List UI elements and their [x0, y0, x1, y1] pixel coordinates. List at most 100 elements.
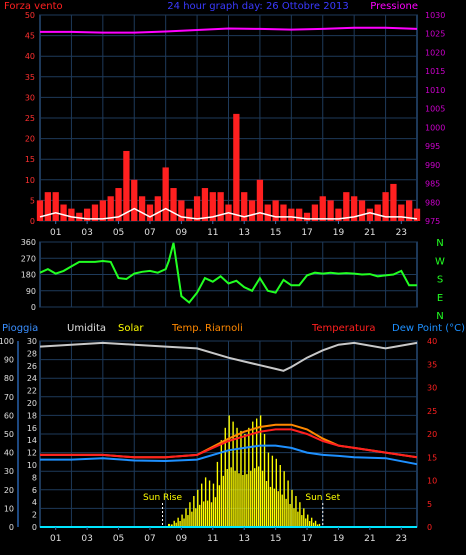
rain-tick-label: 0: [9, 523, 14, 532]
solar-bar: [267, 452, 270, 527]
wind-bar: [170, 188, 177, 221]
x-tick-label: 05: [113, 534, 124, 544]
solar-bar: [170, 524, 173, 527]
solar-bar: [293, 508, 295, 527]
solar-bar: [240, 430, 242, 527]
rain-tick-label: 10: [4, 504, 14, 513]
wind-bar: [76, 212, 83, 221]
wind-bar: [248, 200, 256, 221]
humidity-tick-label: 16: [27, 424, 37, 433]
wind-bar: [201, 188, 209, 221]
x-tick-label: 23: [396, 228, 407, 238]
wind-bar: [303, 212, 311, 221]
graph-title: 24 hour graph day: 26 Ottobre 2013: [167, 1, 348, 12]
solar-bar: [305, 518, 307, 527]
solar-bar: [210, 502, 213, 527]
solar-bar: [295, 496, 297, 527]
x-tick-label: 11: [207, 534, 218, 544]
temperature-tick-label: 15: [427, 453, 437, 462]
solar-legend: Solar: [118, 323, 144, 334]
solar-bar: [195, 508, 197, 527]
solar-bar: [269, 486, 272, 527]
wind-bar: [288, 208, 295, 221]
humidity-tick-label: 8: [32, 473, 37, 482]
wind-bar: [138, 196, 146, 221]
solar-bar: [277, 491, 279, 527]
x-tick-label: 11: [207, 228, 218, 238]
wind-bar: [256, 179, 264, 221]
direction-tick-label: 270: [21, 254, 36, 263]
rain-tick-label: 30: [4, 467, 14, 476]
x-tick-label: 21: [364, 534, 375, 544]
solar-bar: [244, 434, 246, 527]
humidity-tick-label: 0: [32, 523, 37, 532]
wind-tick-label: 40: [25, 52, 35, 61]
wind-tick-label: 0: [30, 217, 35, 226]
solar-bar: [185, 508, 187, 527]
solar-bar: [206, 500, 209, 527]
solar-bar: [297, 511, 299, 527]
humidity-tick-label: 2: [32, 511, 37, 520]
sunset-label: Sun Set: [305, 493, 340, 503]
humidity-tick-label: 4: [32, 498, 37, 507]
solar-bar: [226, 469, 228, 527]
wind-bar: [406, 200, 413, 221]
wind-bar: [272, 200, 279, 221]
humidity-tick-label: 10: [27, 461, 37, 470]
solar-bar: [179, 521, 181, 527]
direction-tick-label: 0: [31, 303, 36, 312]
wind-tick-label: 20: [25, 135, 35, 144]
solar-bar: [314, 520, 317, 527]
solar-bar: [193, 496, 195, 527]
x-tick-label: 19: [333, 534, 345, 544]
x-tick-label: 13: [238, 534, 249, 544]
solar-bar: [301, 515, 303, 527]
pressure-tick-label: 1010: [425, 86, 445, 95]
x-tick-label: 03: [81, 228, 92, 238]
direction-letter: N: [436, 238, 443, 249]
solar-bar: [173, 520, 175, 527]
x-tick-label: 19: [333, 228, 345, 238]
solar-bar: [214, 497, 217, 527]
wind-bar: [343, 192, 350, 221]
solar-bar: [181, 514, 183, 527]
pressure-tick-label: 985: [425, 180, 440, 189]
solar-bar: [279, 465, 281, 527]
solar-bar: [250, 470, 252, 527]
wind-axis-title: Forza vento: [4, 1, 63, 12]
pressure-series-line: [40, 26, 418, 34]
wind-bar: [280, 204, 287, 221]
dewpoint-legend: Dew Point (°C): [392, 323, 465, 334]
solar-bar: [208, 480, 211, 527]
solar-bar: [201, 483, 203, 527]
solar-bar: [218, 485, 221, 527]
x-tick-label: 09: [176, 534, 188, 544]
wind-series-bars: [36, 113, 421, 221]
humidity-series-line: [39, 341, 418, 372]
x-tick-label: 23: [396, 534, 407, 544]
wind-tick-label: 45: [25, 32, 35, 41]
solar-bar: [252, 421, 254, 527]
wind-tick-label: 50: [25, 11, 35, 20]
wind-tick-label: 35: [25, 73, 35, 82]
temperature-tick-label: 10: [427, 477, 437, 486]
wind-bar: [68, 208, 75, 221]
sunrise-label: Sun Rise: [143, 493, 182, 503]
wind-bar: [366, 208, 374, 221]
solar-bar: [177, 517, 179, 527]
pressure-tick-label: 990: [425, 161, 440, 170]
wind-bar: [99, 200, 106, 221]
temperature-tick-label: 40: [427, 337, 437, 346]
solar-bar: [242, 474, 244, 527]
wind-bar: [264, 204, 271, 221]
solar-bar: [236, 427, 238, 527]
wind-bar: [52, 192, 59, 221]
wind-bar: [374, 204, 381, 221]
x-tick-label: 09: [176, 228, 188, 238]
solar-bar: [230, 467, 232, 527]
wind-tick-label: 25: [25, 114, 35, 123]
temperature-legend: Temperatura: [311, 323, 376, 334]
rain-tick-label: 40: [4, 449, 14, 458]
wind-bar: [413, 208, 421, 221]
